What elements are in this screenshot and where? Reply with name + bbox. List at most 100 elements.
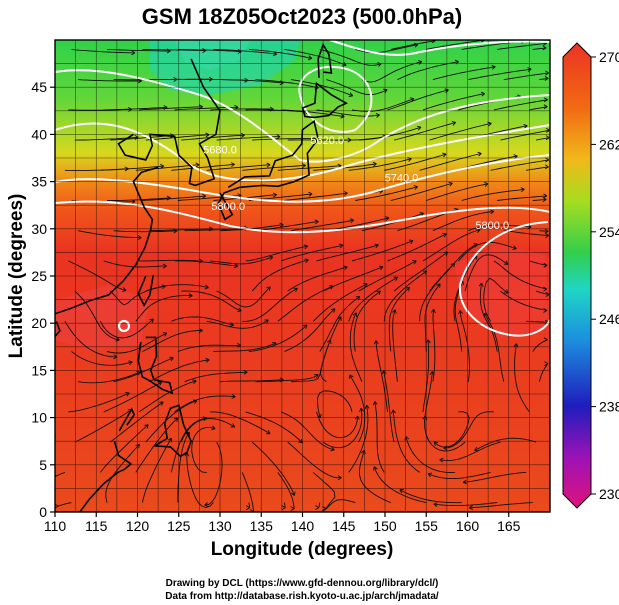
streamline	[468, 68, 532, 81]
streamline	[252, 138, 316, 141]
streamline	[106, 48, 171, 52]
streamline	[78, 230, 142, 239]
streamline-arrow	[376, 290, 381, 295]
contour-label: 5680.0	[203, 144, 237, 156]
streamline-arrow	[55, 474, 57, 478]
graticule	[55, 40, 550, 512]
map-panel: 5800.0 5800.0 5740.0 5680.0 5620.0	[55, 40, 550, 512]
streamline	[113, 357, 174, 383]
streamline	[277, 165, 342, 171]
streamline	[493, 260, 547, 290]
streamline	[503, 72, 549, 81]
streamline-arrow	[504, 289, 509, 294]
streamline-arrow	[204, 502, 209, 508]
streamline-arrow	[169, 356, 174, 362]
colorbar-ticks: 270 262 254 246 238 230	[591, 49, 619, 502]
contour-5620	[55, 69, 550, 163]
streamline	[388, 286, 410, 352]
streamline	[103, 381, 162, 413]
streamline	[532, 47, 547, 50]
streamline	[383, 270, 428, 322]
coastline	[117, 58, 221, 187]
y-tick-label: 15	[31, 362, 47, 378]
streamline	[454, 280, 464, 352]
streamline	[251, 441, 295, 496]
streamline	[526, 166, 549, 171]
streamline-arrow	[159, 401, 164, 406]
streamline	[322, 266, 384, 292]
streamline-arrow	[436, 283, 441, 288]
streamline-arrow	[167, 437, 172, 443]
streamline	[142, 48, 207, 52]
streamline-arrow	[308, 191, 313, 197]
colorbar-tick-label: 262	[599, 136, 619, 152]
streamline	[319, 48, 382, 66]
streamline	[353, 290, 381, 352]
streamline	[284, 48, 347, 66]
streamline	[464, 254, 509, 292]
coastline	[152, 404, 192, 458]
streamline	[358, 126, 422, 141]
cold-region-core	[175, 40, 250, 70]
streamline-arrow	[523, 123, 528, 129]
map-title: GSM 18Z05Oct2023 (500.0hPa)	[142, 4, 462, 29]
y-tick-label: 0	[39, 504, 47, 520]
streamline	[177, 344, 241, 352]
streamline	[171, 163, 235, 171]
streamline	[316, 411, 359, 439]
coastline	[55, 440, 133, 512]
x-tick-label: 160	[456, 518, 480, 534]
streamline	[71, 351, 133, 366]
streamline	[181, 134, 245, 141]
streamline	[392, 309, 398, 382]
streamline	[284, 192, 348, 201]
streamline-arrow	[545, 70, 550, 76]
x-tick-label: 115	[85, 518, 108, 534]
x-tick-label: 110	[44, 518, 67, 534]
streamline	[317, 390, 353, 418]
streamline	[174, 395, 236, 413]
streamlines	[55, 40, 550, 512]
streamline-arrow	[458, 310, 463, 315]
streamline	[78, 79, 142, 82]
streamline-arrow	[122, 287, 127, 293]
streamline-arrow	[276, 134, 281, 140]
streamline-arrow	[330, 308, 336, 313]
streamline-arrow	[375, 112, 380, 118]
streamline	[351, 240, 414, 262]
colorbar-tick-label: 230	[599, 486, 619, 502]
streamline	[242, 287, 298, 322]
streamline-arrow	[543, 286, 548, 292]
streamline-arrow	[202, 193, 207, 199]
streamline-arrow	[545, 233, 550, 238]
streamline-arrow	[520, 187, 525, 193]
streamline	[280, 411, 335, 451]
colorbar-body	[562, 42, 592, 509]
streamline-arrow	[359, 407, 364, 412]
streamline	[426, 183, 489, 201]
streamline-arrow	[113, 354, 118, 360]
streamline-arrow	[348, 92, 354, 97]
streamline-arrow	[384, 216, 390, 221]
streamline	[113, 230, 178, 233]
streamline	[490, 159, 549, 171]
streamline	[443, 411, 494, 449]
streamline-arrow	[314, 219, 319, 225]
streamline	[255, 220, 319, 232]
streamline	[171, 316, 234, 326]
streamline-arrow	[545, 135, 550, 141]
streamline-arrow	[303, 324, 308, 329]
streamline-arrow	[477, 151, 482, 157]
streamline	[204, 441, 223, 506]
streamline-arrow	[144, 424, 149, 429]
streamline-arrow	[442, 152, 447, 158]
streamline	[361, 212, 424, 232]
streamline-arrow	[293, 287, 298, 293]
streamline-arrow	[543, 97, 548, 103]
streamline-arrow	[374, 243, 379, 249]
streamline-arrow	[198, 328, 203, 333]
streamline-arrow	[543, 262, 548, 268]
streamline-arrow	[373, 466, 378, 471]
streamline	[139, 259, 203, 262]
streamline	[213, 48, 277, 55]
